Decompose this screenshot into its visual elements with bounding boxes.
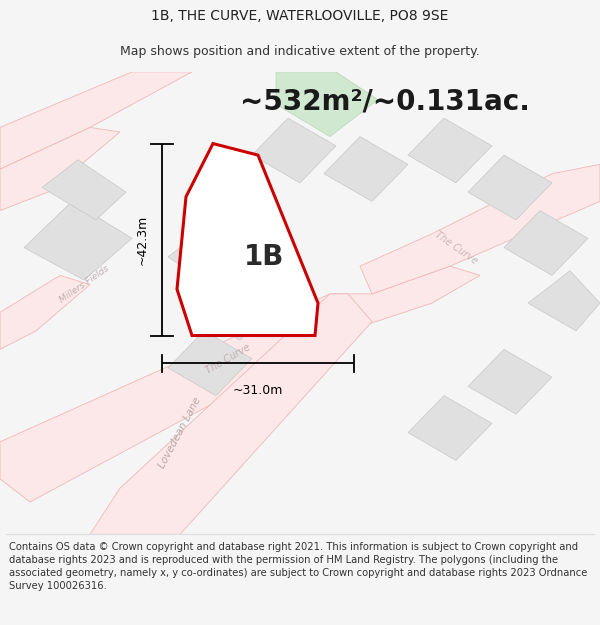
Polygon shape (177, 144, 318, 336)
Polygon shape (168, 331, 252, 396)
Polygon shape (24, 201, 132, 280)
Polygon shape (468, 349, 552, 414)
Polygon shape (468, 155, 552, 220)
Text: ~42.3m: ~42.3m (136, 214, 149, 264)
Text: Millers Fields: Millers Fields (58, 264, 110, 305)
Polygon shape (408, 118, 492, 183)
Polygon shape (528, 271, 600, 331)
Polygon shape (276, 72, 378, 137)
Text: The Curve: The Curve (433, 229, 479, 266)
Polygon shape (360, 164, 600, 294)
Text: Contains OS data © Crown copyright and database right 2021. This information is : Contains OS data © Crown copyright and d… (9, 542, 587, 591)
Text: ~31.0m: ~31.0m (233, 384, 283, 397)
Text: 1B, THE CURVE, WATERLOOVILLE, PO8 9SE: 1B, THE CURVE, WATERLOOVILLE, PO8 9SE (151, 9, 449, 22)
Polygon shape (42, 160, 126, 220)
Text: The Curve: The Curve (204, 342, 252, 376)
Polygon shape (0, 127, 120, 211)
Polygon shape (90, 294, 372, 534)
Polygon shape (324, 137, 408, 201)
Text: Lovedean Lane: Lovedean Lane (157, 396, 203, 470)
Polygon shape (408, 396, 492, 461)
Text: 1B: 1B (244, 243, 284, 271)
Polygon shape (0, 72, 192, 169)
Polygon shape (504, 211, 588, 276)
Polygon shape (192, 276, 276, 340)
Polygon shape (0, 266, 480, 502)
Polygon shape (252, 118, 336, 183)
Polygon shape (0, 276, 90, 349)
Polygon shape (168, 220, 264, 289)
Text: ~532m²/~0.131ac.: ~532m²/~0.131ac. (240, 88, 530, 116)
Text: Map shows position and indicative extent of the property.: Map shows position and indicative extent… (120, 45, 480, 58)
